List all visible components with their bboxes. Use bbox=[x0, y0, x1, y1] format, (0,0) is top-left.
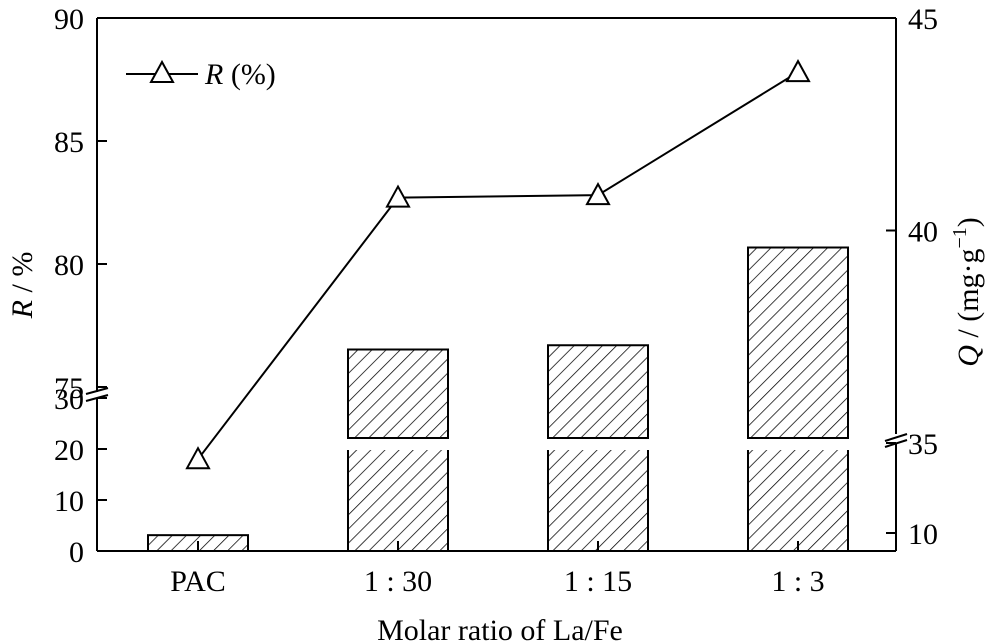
legend: R (%) bbox=[126, 58, 276, 91]
legend-label-italic: R bbox=[204, 58, 223, 91]
bar-2-lower bbox=[348, 450, 448, 551]
left-tick-label-4: 75 bbox=[54, 372, 84, 405]
r-point-2 bbox=[385, 184, 411, 208]
left-axis-label-italic: R bbox=[6, 300, 39, 319]
right-axis-label-sup: −1 bbox=[949, 227, 971, 248]
x-tick-label-2: 1 : 15 bbox=[564, 565, 632, 598]
legend-label: R (%) bbox=[204, 58, 276, 91]
x-tick-label-3: 1 : 3 bbox=[771, 565, 824, 598]
bar-3-upper bbox=[547, 344, 649, 439]
line-series-layer bbox=[185, 59, 811, 470]
left-axis-label-rest: / % bbox=[6, 252, 39, 300]
left-tick-label-1: 10 bbox=[54, 485, 84, 518]
bar-2 bbox=[347, 348, 449, 551]
right-tick-label-2: 40 bbox=[908, 216, 938, 249]
bar-3-lower bbox=[548, 450, 648, 551]
bar-4 bbox=[747, 246, 849, 551]
bar-2-upper bbox=[347, 348, 449, 439]
bar-3 bbox=[547, 344, 649, 551]
r-point-3 bbox=[585, 182, 611, 206]
legend-label-rest: (%) bbox=[223, 58, 275, 91]
right-tick-label-1: 35 bbox=[908, 428, 938, 461]
right-axis-label-rest: / (mg·g bbox=[952, 248, 985, 345]
x-ticks: PAC 1 : 30 1 : 15 1 : 3 bbox=[170, 541, 825, 598]
left-tick-label-2: 20 bbox=[54, 434, 84, 467]
left-axis-label: R / % bbox=[6, 252, 39, 320]
x-axis-label: Molar ratio of La/Fe bbox=[377, 614, 623, 642]
right-ticks: 10 35 40 45 bbox=[886, 3, 938, 551]
left-tick-label-3: 30 bbox=[54, 383, 84, 416]
right-axis-label-italic: Q bbox=[952, 345, 985, 367]
right-tick-label-3: 45 bbox=[908, 3, 938, 36]
x-tick-label-0: PAC bbox=[170, 565, 226, 598]
bars-layer bbox=[147, 246, 849, 552]
bar-4-upper bbox=[747, 246, 849, 439]
legend-triangle-marker-icon bbox=[149, 59, 175, 83]
right-tick-label-0: 10 bbox=[908, 518, 938, 551]
right-axis-label-close: ) bbox=[952, 217, 985, 227]
left-tick-label-7: 90 bbox=[54, 3, 84, 36]
bar-4-lower bbox=[748, 450, 848, 551]
r-series-line bbox=[197, 71, 799, 460]
r-point-4 bbox=[785, 59, 811, 83]
right-axis-label: Q / (mg·g−1) bbox=[949, 217, 985, 367]
left-tick-label-6: 85 bbox=[54, 126, 84, 159]
r-point-1 bbox=[185, 446, 211, 470]
left-tick-label-0: 0 bbox=[69, 536, 84, 569]
left-tick-label-5: 80 bbox=[54, 249, 84, 282]
x-tick-label-1: 1 : 30 bbox=[364, 565, 432, 598]
